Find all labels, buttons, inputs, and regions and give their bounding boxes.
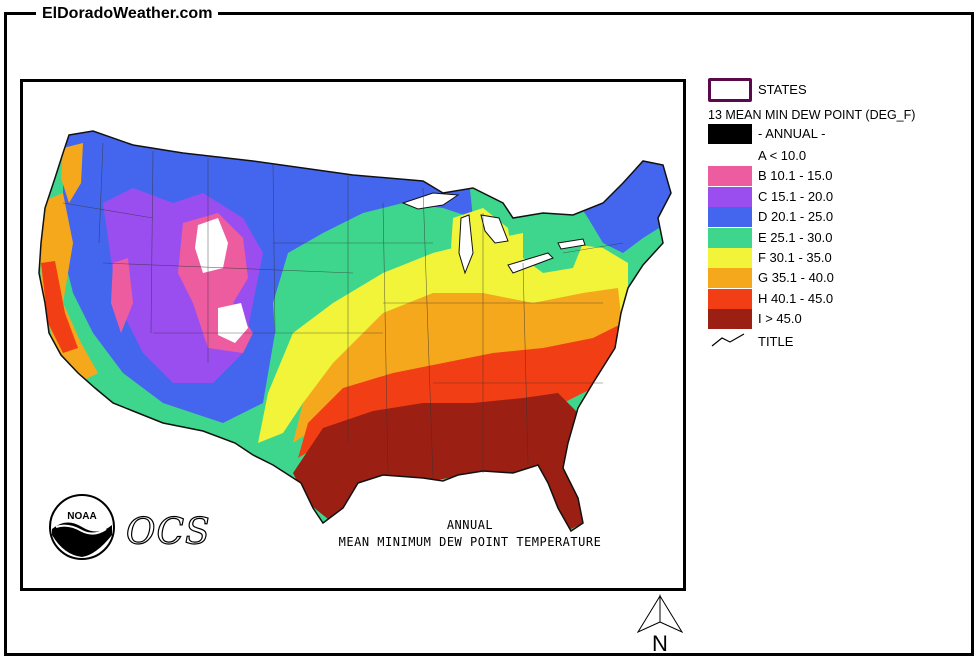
lake-superior bbox=[401, 192, 460, 210]
legend-class-label: H 40.1 - 45.0 bbox=[758, 290, 834, 306]
legend-variable-label: 13 MEAN MIN DEW POINT (DEG_F) bbox=[708, 108, 916, 122]
legend-class-row: C 15.1 - 20.0 bbox=[708, 186, 833, 207]
legend-class-label: A < 10.0 bbox=[758, 148, 807, 163]
legend-class-label: D 20.1 - 25.0 bbox=[758, 209, 834, 225]
legend-class-row: A < 10.0 bbox=[708, 146, 806, 166]
legend-class-swatch bbox=[708, 227, 752, 248]
lake-ontario bbox=[557, 238, 586, 250]
lake-huron bbox=[480, 214, 509, 244]
legend-class-label: E 25.1 - 30.0 bbox=[758, 229, 833, 245]
legend-annual-label: - ANNUAL - bbox=[758, 126, 826, 141]
legend-class-swatch bbox=[708, 207, 752, 228]
legend-class-swatch bbox=[708, 146, 752, 166]
us-outline bbox=[38, 130, 672, 533]
legend-annual-swatch bbox=[708, 124, 752, 144]
legend-class-row: G 35.1 - 40.0 bbox=[708, 268, 834, 289]
legend-class-row: E 25.1 - 30.0 bbox=[708, 227, 832, 248]
lake-michigan bbox=[458, 214, 474, 275]
legend-states-label: STATES bbox=[758, 82, 807, 97]
legend-class-swatch bbox=[708, 166, 752, 187]
legend-class-swatch bbox=[708, 186, 752, 207]
dew-point-zones bbox=[39, 131, 671, 531]
legend-class-label: I > 45.0 bbox=[758, 311, 802, 327]
north-arrow-icon: N bbox=[636, 594, 684, 654]
legend-states-swatch bbox=[708, 78, 752, 102]
outer-frame bbox=[4, 12, 974, 656]
noaa-text: NOAA bbox=[67, 511, 96, 522]
legend-class-swatch bbox=[708, 309, 752, 330]
site-title: ElDoradoWeather.com bbox=[36, 4, 219, 24]
noaa-logo: NOAA bbox=[49, 494, 115, 560]
map-caption-title: MEAN MINIMUM DEW POINT TEMPERATURE bbox=[338, 535, 602, 549]
legend-title-icon bbox=[711, 333, 745, 347]
legend-class-label: G 35.1 - 40.0 bbox=[758, 270, 834, 286]
legend-title-label: TITLE bbox=[758, 334, 794, 349]
legend-class-label: B 10.1 - 15.0 bbox=[758, 168, 833, 184]
legend-class-swatch bbox=[708, 288, 752, 309]
legend-class-label: C 15.1 - 20.0 bbox=[758, 188, 834, 204]
map-frame bbox=[20, 79, 686, 591]
legend-class-row: H 40.1 - 45.0 bbox=[708, 288, 833, 309]
north-arrow-label: N bbox=[652, 631, 668, 654]
dew-point-map bbox=[38, 130, 672, 533]
legend-class-row: F 30.1 - 35.0 bbox=[708, 248, 832, 268]
lake-erie bbox=[507, 252, 554, 274]
legend-class-swatch bbox=[708, 268, 752, 289]
legend-class-label: F 30.1 - 35.0 bbox=[758, 250, 832, 265]
ocs-logo-text: OCS bbox=[125, 511, 211, 553]
legend-class-swatch bbox=[708, 248, 752, 268]
state-boundaries bbox=[62, 142, 624, 479]
legend-annual-row: - ANNUAL - bbox=[708, 124, 825, 144]
map-caption-annual: ANNUAL bbox=[446, 518, 494, 532]
legend-class-row: I > 45.0 bbox=[708, 309, 802, 330]
legend-class-row: B 10.1 - 15.0 bbox=[708, 166, 832, 187]
legend-class-row: D 20.1 - 25.0 bbox=[708, 207, 833, 228]
